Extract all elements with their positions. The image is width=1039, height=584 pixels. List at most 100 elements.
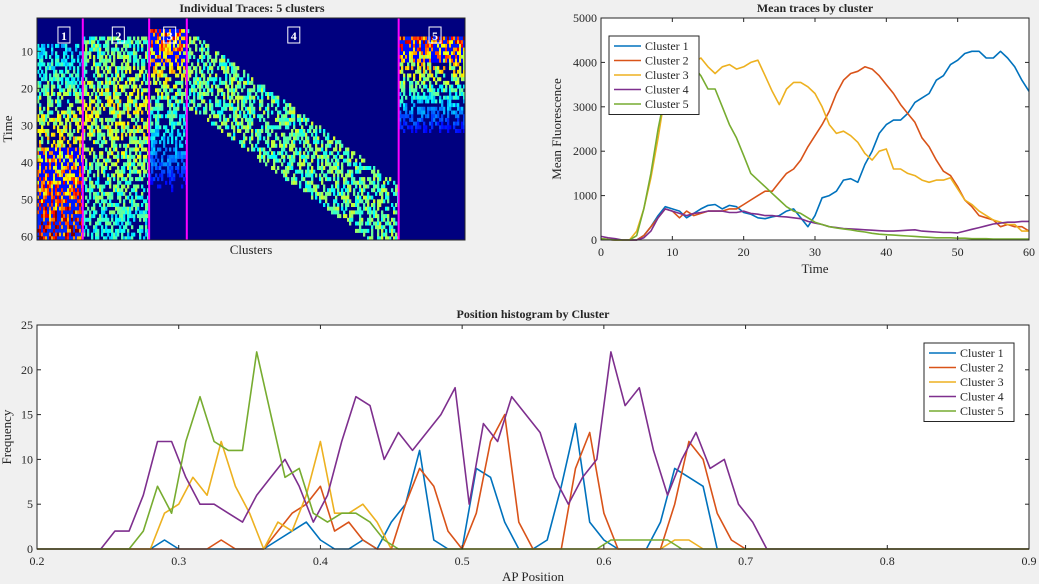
- heatmap-cell: [361, 177, 364, 182]
- legend-box: [923, 342, 1015, 422]
- heatmap-cell: [57, 95, 60, 100]
- heatmap-cell: [413, 77, 416, 82]
- heatmap-cell: [427, 51, 430, 56]
- heatmap-cell: [153, 147, 156, 152]
- heatmap-cell: [223, 117, 226, 122]
- heatmap-cell: [143, 103, 146, 108]
- heatmap-cell: [177, 106, 180, 111]
- heatmap-cell: [125, 92, 128, 96]
- heatmap-cell: [371, 217, 374, 222]
- heatmap-cell: [297, 136, 300, 141]
- heatmap-cell: [39, 180, 42, 185]
- heatmap-cell: [175, 158, 178, 163]
- heatmap-cell: [217, 66, 220, 71]
- heatmap-cell: [169, 132, 172, 137]
- heatmap-cell: [125, 162, 128, 167]
- heatmap-cell: [301, 117, 304, 122]
- heatmap-cell: [61, 199, 64, 204]
- heatmap-cell: [75, 221, 78, 226]
- heatmap-cell: [273, 162, 276, 167]
- heatmap-cell: [117, 129, 120, 133]
- heatmap-cell: [53, 73, 56, 78]
- heatmap-cell: [237, 99, 240, 104]
- series-line: [600, 208, 1029, 241]
- y-tick-label: 4000: [573, 55, 597, 69]
- heatmap-cell: [45, 184, 48, 189]
- heatmap-cell: [57, 166, 60, 170]
- heatmap-cell: [221, 80, 224, 85]
- heatmap-cell: [345, 180, 348, 185]
- heatmap-cell: [57, 55, 60, 59]
- heatmap-cell: [73, 203, 76, 207]
- heatmap-cell: [111, 195, 114, 200]
- heatmap-cell: [307, 117, 310, 122]
- heatmap-cell: [181, 43, 184, 48]
- heatmap-cell: [337, 151, 340, 156]
- heatmap-cell: [129, 236, 132, 241]
- heatmap-cell: [113, 184, 116, 189]
- heatmap-cell: [79, 147, 82, 152]
- heatmap-cell: [129, 80, 132, 85]
- heatmap-cell: [171, 88, 174, 93]
- heatmap-cell: [39, 232, 42, 237]
- heatmap-cell: [305, 184, 308, 189]
- heatmap-cell: [403, 47, 406, 52]
- heatmap-cell: [109, 180, 112, 185]
- heatmap-cell: [449, 92, 452, 96]
- heatmap-cell: [105, 228, 108, 233]
- heatmap-cell: [323, 132, 326, 137]
- heatmap-cell: [49, 110, 52, 115]
- heatmap-cell: [323, 203, 326, 207]
- heatmap-cell: [457, 77, 460, 82]
- heatmap-cell: [451, 77, 454, 82]
- heatmap-cell: [315, 129, 318, 133]
- heatmap-cell: [249, 140, 252, 145]
- heatmap-cell: [119, 199, 122, 204]
- heatmap-cell: [41, 77, 44, 82]
- heatmap-cell: [189, 36, 192, 41]
- heatmap-cell: [333, 177, 336, 182]
- heatmap-cell: [95, 110, 98, 115]
- heatmap-cell: [71, 58, 74, 63]
- heatmap-cell: [277, 166, 280, 170]
- heatmap-cell: [45, 154, 48, 159]
- heatmap-cell: [105, 158, 108, 163]
- heatmap-cell: [431, 73, 434, 78]
- heatmap-cell: [77, 154, 80, 159]
- heatmap-cell: [169, 55, 172, 59]
- heatmap-cell: [143, 99, 146, 104]
- heatmap-cell: [359, 162, 362, 167]
- heatmap-cell: [51, 199, 54, 204]
- heatmap-cell: [39, 117, 42, 122]
- heatmap-cell: [45, 221, 48, 226]
- heatmap-cell: [425, 114, 428, 119]
- heatmap-cell: [205, 103, 208, 108]
- heatmap-cell: [131, 140, 134, 145]
- heatmap-cell: [91, 66, 94, 71]
- heatmap-cell: [39, 177, 42, 182]
- heatmap-cell: [75, 173, 78, 178]
- heatmap-cell: [381, 195, 384, 200]
- heatmap-cell: [347, 203, 350, 207]
- heatmap-cell: [233, 136, 236, 141]
- heatmap-cell: [49, 232, 52, 237]
- heatmap-cell: [91, 99, 94, 104]
- heatmap-cell: [113, 140, 116, 145]
- heatmap-cell: [437, 58, 440, 63]
- heatmap-cell: [43, 169, 46, 174]
- heatmap-cell: [453, 51, 456, 56]
- heatmap-cell: [169, 58, 172, 63]
- heatmap-cell: [127, 43, 130, 48]
- heatmap-cell: [229, 99, 232, 104]
- heatmap-cell: [41, 214, 44, 219]
- heatmap-cell: [251, 88, 254, 93]
- heatmap-cell: [83, 129, 86, 133]
- heatmap-cell: [119, 121, 122, 126]
- heatmap-cell: [319, 129, 322, 133]
- heatmap-cell: [61, 195, 64, 200]
- heatmap-cell: [329, 162, 332, 167]
- heatmap-cell: [435, 51, 438, 56]
- heatmap-cell: [129, 36, 132, 41]
- heatmap-cell: [57, 77, 60, 82]
- heatmap-cell: [45, 114, 48, 119]
